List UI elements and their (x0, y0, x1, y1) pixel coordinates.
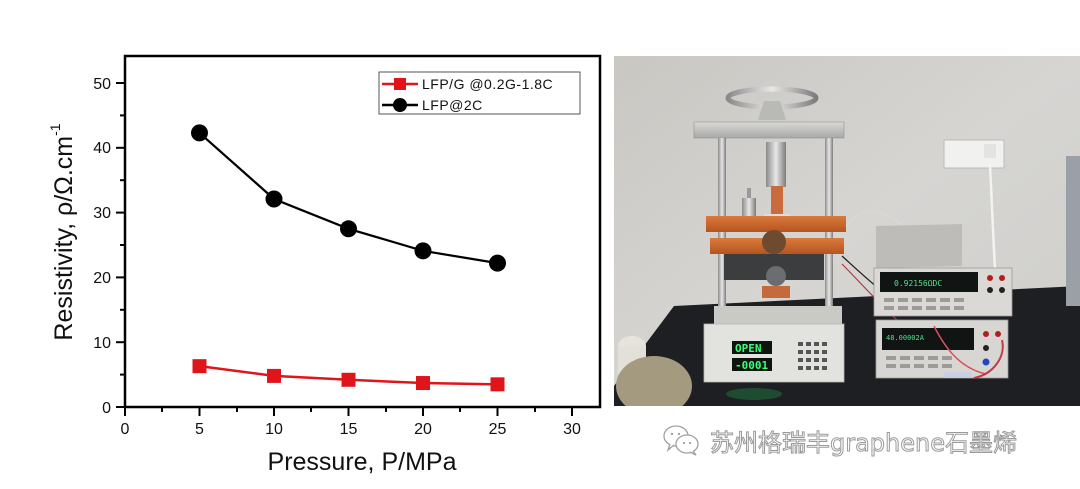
legend: LFP/G @0.2G-1.8C LFP@2C (378, 71, 581, 115)
wechat-icon (663, 425, 699, 456)
x-axis-tick-labels: 0 5 10 15 20 25 30 (121, 421, 581, 438)
x-tick-label: 0 (121, 421, 130, 438)
tester-display-top: OPEN (735, 342, 762, 355)
x-tick-label: 10 (265, 421, 283, 438)
x-axis-ticks (124, 407, 573, 416)
svg-text:Resistivity, ρ/Ω.cm-1: Resistivity, ρ/Ω.cm-1 (47, 123, 78, 340)
circle-marker-icon (340, 220, 357, 238)
x-axis-title: Pressure, P/MPa (268, 448, 457, 476)
y-tick-label: 30 (93, 205, 111, 222)
square-marker-icon (416, 376, 430, 391)
x-tick-label: 5 (195, 421, 204, 438)
x-tick-label: 30 (563, 421, 581, 438)
watermark-text: 苏州格瑞丰graphene石墨烯 (710, 428, 1018, 457)
y-tick-label: 50 (93, 76, 111, 93)
circle-marker-icon (191, 124, 208, 142)
legend-circle-marker-icon (393, 98, 407, 112)
y-tick-label: 0 (102, 400, 111, 417)
series-line (198, 132, 498, 265)
legend-label-lfp-g: LFP/G @0.2G-1.8C (422, 76, 553, 92)
plot-frame (123, 54, 602, 409)
y-tick-label: 10 (93, 335, 111, 352)
y-axis-title: Resistivity, ρ/Ω.cm-1 (47, 123, 78, 340)
square-marker-icon (341, 372, 356, 387)
circle-marker-icon (414, 242, 432, 260)
equipment-photo: OPEN -0001 0.92156ΩDC 48.00002A (614, 56, 1080, 406)
meter1-display: 0.92156ΩDC (894, 279, 942, 288)
square-marker-icon (267, 368, 281, 383)
series-lfp-2c (191, 124, 506, 272)
y-tick-label: 20 (93, 270, 111, 287)
y-tick-label: 40 (93, 140, 111, 157)
circle-marker-icon (489, 254, 506, 272)
x-tick-label: 20 (414, 421, 432, 438)
y-axis-tick-labels: 0 10 20 30 40 50 (93, 76, 111, 417)
watermark: 苏州格瑞丰graphene石墨烯 (662, 422, 1018, 458)
meter2-display: 48.00002A (886, 334, 925, 342)
tester-display-bottom: -0001 (735, 359, 768, 372)
resistivity-chart: 0 10 20 30 40 50 0 5 10 15 20 25 30 Pres… (47, 54, 602, 476)
legend-square-marker-icon (394, 78, 406, 90)
y-axis-ticks (116, 82, 125, 408)
resistivity-tester-setup-image: OPEN -0001 0.92156ΩDC 48.00002A (614, 56, 1080, 406)
circle-marker-icon (265, 190, 283, 208)
y-axis-title-main: Resistivity, ρ/Ω.cm (50, 136, 78, 341)
x-tick-label: 25 (489, 421, 507, 438)
x-tick-label: 15 (340, 421, 358, 438)
square-marker-icon (490, 377, 505, 392)
square-marker-icon (192, 359, 207, 374)
y-axis-title-superscript: -1 (47, 123, 63, 136)
series-lfp-g (192, 359, 505, 392)
legend-label-lfp-2c: LFP@2C (422, 97, 483, 113)
